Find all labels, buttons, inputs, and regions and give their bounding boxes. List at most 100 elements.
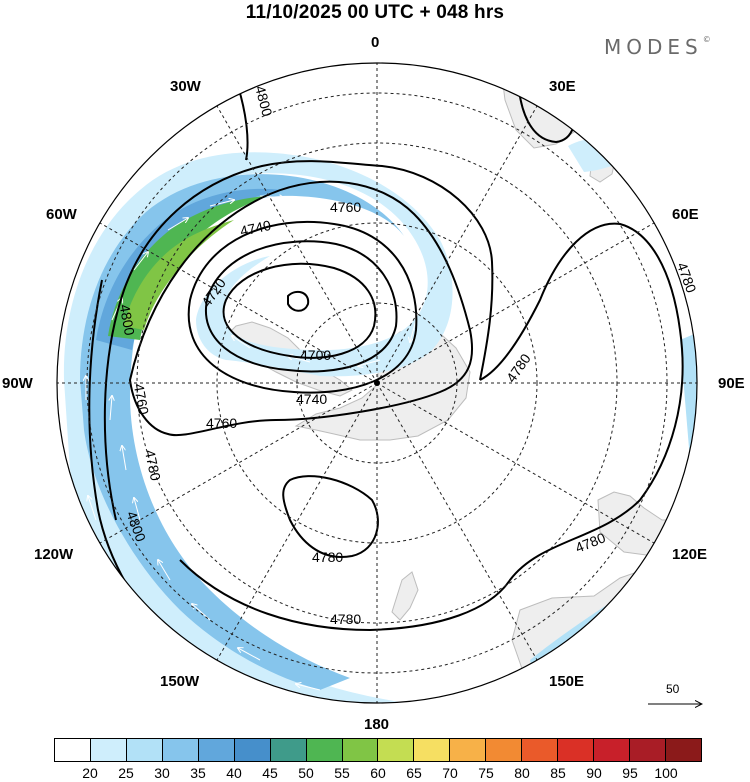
wind-arrow [639,596,658,611]
colorbar-swatch [558,739,595,761]
colorbar [54,738,702,762]
meridian-60E [376,222,655,384]
wind-arrow [88,496,97,521]
wind-arrow [133,252,148,271]
contour-label: 4780 [312,549,343,565]
colorbar-swatch [378,739,415,761]
land-new-zealand [391,571,419,621]
height-contours [88,79,684,681]
colorbar-label: 60 [370,765,386,781]
colorbar-swatch [522,739,559,761]
wind-arrow [358,359,381,366]
contour-label: 4800 [252,84,276,118]
colorbar-swatch [126,739,163,761]
meridian-60W [99,222,378,384]
contour-4780-center [282,475,379,558]
contour-4700 [222,262,377,359]
meridian-30W [216,105,378,384]
wind-arrow [410,319,417,342]
lon-label-90W: 90W [2,375,33,392]
colorbar-label: 100 [654,765,678,781]
contour-label: 4780 [142,448,164,482]
lon-label-120W: 120W [34,546,74,563]
lon-label-30E: 30E [549,78,576,95]
contour-4760 [128,180,474,437]
colorbar-label: 40 [226,765,242,781]
colorbar-swatch [55,739,91,761]
brand-copyright-mark: © [702,35,711,44]
colorbar-swatch [306,739,343,761]
meridian-150E [376,382,538,661]
wind-arrows [86,196,658,691]
colorbar-label: 95 [622,765,638,781]
contour-label: 4800 [117,303,138,337]
wind-arrow [309,199,332,210]
colorbar-label: 55 [334,765,350,781]
lon-label-150E: 150E [549,673,585,690]
wind-arrow [599,636,620,651]
colorbar-label: 35 [190,765,206,781]
contour-4780-outer [179,222,684,632]
colorbar-swatch [162,739,199,761]
contour-4740 [187,220,418,394]
lon-label-60W: 60W [46,206,77,223]
lon-label-30W: 30W [170,78,201,95]
colorbar-swatch [90,739,127,761]
contour-4780-left [103,160,494,521]
lon-label-120E: 120E [672,546,708,563]
contour-4700-small [287,290,310,312]
wind-arrow [167,218,188,231]
wind-arrow [134,498,141,521]
contour-label: 4760 [206,415,237,431]
wind-arrow [110,396,112,421]
reference-vector-label: 50 [666,682,680,696]
colorbar-swatch [414,739,451,761]
contour-label: 4700 [300,347,331,363]
colorbar-label: 65 [406,765,422,781]
wind-band-outer [63,152,453,703]
colorbar-swatch [665,739,701,761]
colorbar-label: 50 [298,765,314,781]
colorbar-label: 85 [550,765,566,781]
wind-arrow [232,336,251,349]
colorbar-swatch [198,739,235,761]
contour-label: 4740 [296,391,327,407]
wind-arrow [391,261,404,282]
colorbar-swatch [630,739,666,761]
wind-arrow [158,560,171,581]
colorbar-swatch [450,739,487,761]
map-border [56,62,698,704]
lon-label-90E: 90E [718,375,745,392]
map-title: 11/10/2025 00 UTC + 048 hrs [245,2,505,23]
lon-label-180: 180 [364,716,390,733]
graticule [57,63,697,703]
south-pole-marker [374,380,380,386]
colorbar-label: 80 [514,765,530,781]
wind-arrow [296,684,321,691]
lon-label-60E: 60E [672,206,699,223]
contour-4720 [205,240,398,373]
colorbar-swatch [594,739,630,761]
wind-arrow [209,200,234,207]
wind-patch-far-east [680,330,697,460]
meridian-150W [216,382,378,661]
colorbar-swatch [486,739,523,761]
colorbar-label: 70 [442,765,458,781]
wind-arrow [122,446,127,471]
contour-label: 4760 [131,382,152,416]
lon-label-0: 0 [371,34,380,51]
lon-label-150W: 150W [160,673,200,690]
colorbar-swatch [270,739,307,761]
colorbar-label: 75 [478,765,494,781]
contour-label: 4760 [330,199,361,215]
colorbar-swatch [342,739,379,761]
meridian-120W [99,382,378,544]
colorbar-label: 20 [82,765,98,781]
colorbar-label: 25 [118,765,134,781]
meridian-120E [376,382,655,544]
colorbar-label: 90 [586,765,602,781]
brand-text: MODES [604,35,703,59]
colorbar-swatch [234,739,271,761]
